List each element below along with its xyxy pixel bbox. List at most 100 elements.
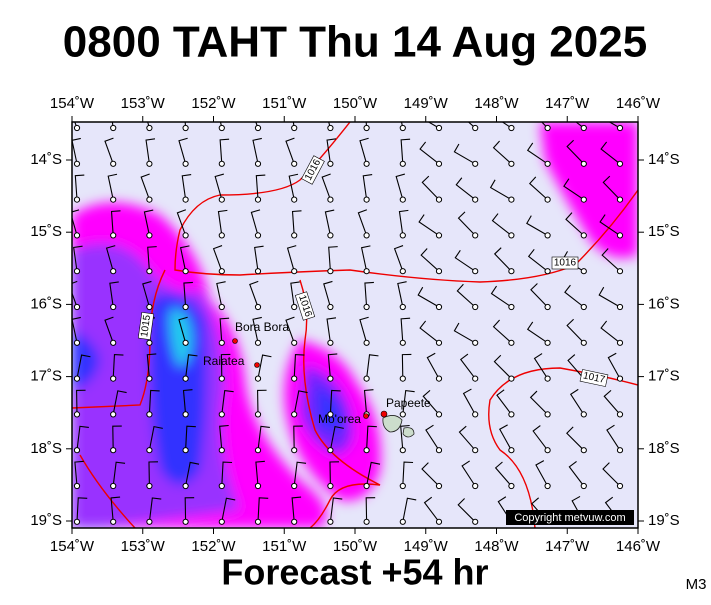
isobar: [174, 122, 638, 283]
station: [327, 124, 334, 132]
isobar-label: 1016: [551, 256, 579, 270]
station: [399, 375, 406, 382]
wind-barb: [179, 245, 190, 272]
wind-barb: [142, 280, 152, 308]
station: [616, 375, 624, 382]
station: [218, 447, 225, 454]
wind-barb: [606, 424, 621, 451]
isobar: [79, 454, 136, 528]
wind-barb: [457, 498, 476, 523]
lat-label: 19˚S: [30, 512, 62, 529]
station: [73, 124, 81, 132]
lon-label: 153˚W: [121, 538, 166, 555]
station: [472, 375, 479, 382]
wind-barb: [489, 179, 512, 201]
wind-barb: [76, 389, 86, 415]
station: [110, 196, 117, 203]
station: [616, 196, 624, 203]
station: [146, 303, 153, 311]
wind-barb: [397, 281, 407, 308]
station: [580, 303, 587, 311]
station: [291, 268, 298, 275]
station: [435, 375, 443, 382]
wind-barb: [219, 138, 230, 164]
station: [291, 411, 298, 418]
wind-barb: [105, 245, 116, 272]
wind-barb: [221, 389, 234, 415]
isobar-label-box: [579, 369, 609, 387]
station: [218, 232, 225, 239]
wind-barb: [219, 317, 230, 343]
station: [110, 124, 117, 132]
plot-area: Bora Bora Raiatea Papeete Mo'orea 1016 1016 10…: [72, 122, 638, 528]
station: [146, 339, 153, 346]
place-name: Bora Bora: [235, 320, 289, 334]
station: [110, 232, 117, 239]
wind-barb: [293, 425, 303, 451]
station: [327, 447, 334, 454]
station: [616, 482, 624, 490]
wind-barb: [221, 497, 236, 522]
rain-heavy: [148, 293, 207, 485]
wind-barb: [324, 209, 335, 236]
tahiti: [382, 415, 415, 438]
station: [327, 518, 334, 525]
station: [218, 268, 225, 275]
station: [182, 482, 189, 490]
station: [327, 375, 334, 382]
wind-barb: [364, 281, 374, 308]
station: [399, 411, 406, 418]
wind-barb: [329, 425, 344, 451]
wind-barb: [602, 175, 621, 200]
station: [399, 303, 406, 311]
wind-barb: [423, 496, 440, 523]
lat-label: 18˚S: [648, 440, 680, 457]
wind-barb: [395, 173, 405, 200]
station: [73, 196, 81, 203]
station: [327, 482, 334, 490]
wind-barb: [255, 174, 266, 200]
wind-barb: [73, 245, 83, 272]
station: [580, 411, 587, 418]
wind-barb: [535, 460, 549, 487]
station: [363, 196, 370, 203]
wind-barb: [182, 389, 193, 415]
station: [616, 232, 624, 239]
rain-shading: [72, 122, 638, 528]
wind-barb: [220, 353, 231, 379]
station: [73, 160, 81, 167]
wind-barb: [183, 281, 193, 308]
wind-barb: [420, 248, 440, 272]
lon-label: 150˚W: [333, 95, 378, 112]
station: [544, 339, 551, 346]
lon-label: 148˚W: [474, 95, 519, 112]
station: [435, 482, 443, 490]
wind-barb: [491, 213, 512, 236]
station: [182, 268, 189, 275]
rain-heavy: [315, 385, 345, 433]
station: [73, 375, 81, 382]
wind-barb: [360, 245, 371, 272]
station: [218, 160, 225, 167]
wind-barb: [148, 497, 162, 522]
city-marker: [363, 413, 369, 419]
station: [508, 482, 515, 490]
station: [291, 232, 298, 239]
wind-barb: [112, 425, 122, 451]
wind-barb: [112, 354, 124, 379]
station: [327, 411, 334, 418]
station: [182, 339, 189, 346]
wind-barb: [145, 138, 156, 164]
isobar-label: 1016: [294, 291, 316, 321]
wind-barb: [76, 425, 89, 451]
wind-barb: [400, 138, 411, 164]
station: [580, 482, 587, 490]
station: [254, 196, 262, 203]
station: [435, 124, 443, 132]
wind-barb: [291, 210, 302, 236]
wind-barb: [425, 424, 440, 451]
station: [363, 482, 370, 490]
model-label: M3: [686, 576, 707, 593]
forecast-label: Forecast +54 hr: [221, 552, 488, 593]
wind-barb: [74, 460, 84, 487]
